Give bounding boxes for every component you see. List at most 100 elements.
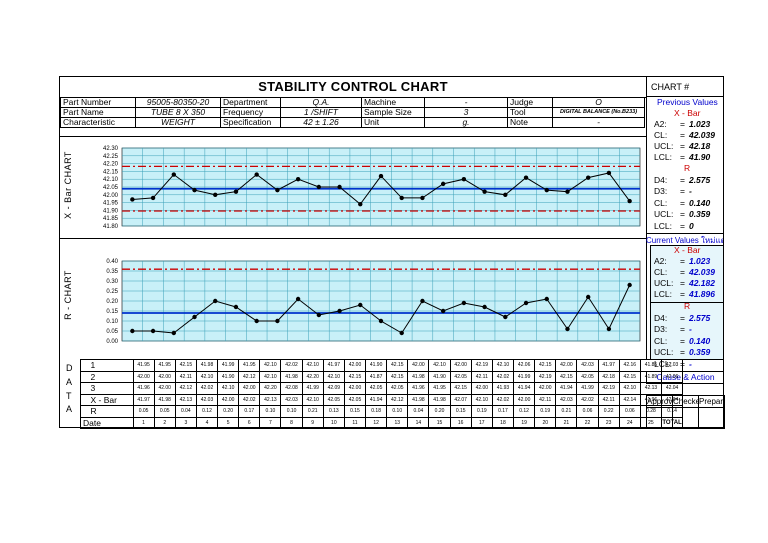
xbar-data-point [150,195,156,201]
table-cell: 14 [407,416,430,429]
xbar-data-point [254,172,259,177]
table-cell: 41.98 [407,370,430,383]
table-cell: 42.03 [195,393,219,406]
cur-d4-row: D4: = 2.575 [654,313,711,323]
current-xbar-box [650,245,724,304]
table-cell: 42.00 [407,359,430,372]
specification-value: 42 ± 1.26 [280,117,362,128]
table-cell: 42.10 [217,382,240,395]
table-cell: 25 [639,416,663,429]
prev-ucl-row: UCL: = 42.18 [654,141,711,151]
table-cell: 2 [153,416,176,429]
table-cell: 41.90 [217,370,240,383]
r-chart: 0.40 0.35 0.30 0.25 0.20 0.15 0.10 0.05 0.00 [106,259,641,345]
table-cell: 42.11 [534,393,557,406]
table-cell: 41.94 [555,382,578,395]
table-cell: 18 [491,416,515,429]
prepared-cell[interactable] [698,407,725,429]
judge-value: O [552,97,645,108]
table-cell: 0.05 [153,405,176,418]
table-cell: 0.04 [407,405,430,418]
xbar-ytick-label: 42.15 [103,169,119,175]
cur-rcl-row: CL: = 0.140 [654,336,711,346]
table-cell: 0.28 [639,405,663,418]
r-data-point [627,282,632,288]
r-ytick-label: 0.15 [106,309,118,315]
table-cell: 42.00 [238,382,261,395]
data-grid: 1 41.95 41.95 42.15 41.98 41.99 41.95 42.10 42.0… [80,359,684,429]
r-data-point [213,298,218,304]
prev-rucl-row: UCL: = 0.359 [654,209,711,219]
table-cell: 0.15 [449,405,472,418]
r-data-point [544,296,549,302]
xbar-data-point [482,189,487,194]
table-cell: 41.98 [407,393,430,406]
cur-cl-row: CL: = 42.039 [654,267,715,277]
table-cell: 42.15 [386,359,409,372]
table-cell: 41.96 [132,382,155,395]
table-cell: 42.19 [470,359,493,372]
table-cell: 0.04 [174,405,197,418]
table-cell: 42.12 [386,393,409,406]
table-row: Date 1 2 3 4 5 6 7 8 9 10 11 12 13 14 15 16 17 18 19 20 21 22 2… [80,416,684,429]
previous-values-header: Previous Values [657,97,718,107]
table-cell: 42.10 [301,393,324,406]
frequency-label: Frequency [220,107,281,118]
table-cell: 23 [597,416,620,429]
r-data-point [440,308,446,314]
table-cell: 42.00 [343,359,367,372]
xbar-data-point [171,172,176,177]
table-cell: 42.10 [259,370,282,383]
table-cell: 42.10 [301,359,324,372]
r-data-point [275,318,280,324]
xbar-data-point [399,195,404,201]
r-data-point [420,298,425,304]
table-cell: 42.12 [238,370,261,383]
table-cell: 0.05 [132,405,155,418]
xbar-data-point [565,189,570,194]
table-cell: 0.12 [195,405,219,418]
r-data-point [192,314,197,320]
table-cell: 42.05 [386,382,409,395]
table-cell: 41.99 [513,370,536,383]
table-cell: 42.13 [639,382,663,395]
table-cell: 42.10 [322,370,345,383]
characteristic-value: WEIGHT [135,117,221,128]
table-cell: 41.95 [238,359,261,372]
unit-label: Unit [361,117,425,128]
table-cell: 42.00 [217,393,240,406]
table-cell: 42.00 [132,370,155,383]
xbar-data-point [378,173,384,179]
table-cell: 41.95 [153,359,176,372]
table-cell: 42.02 [238,393,261,406]
current-values-header: Current Values ใหม่แต [646,236,723,245]
table-cell: 0.18 [365,405,388,418]
r-ytick-label: 0.00 [106,339,118,345]
r-ytick-label: 0.30 [106,279,118,285]
r-data-point [399,330,404,336]
xbar-ytick-label: 41.95 [103,201,119,207]
table-cell: 0.21 [555,405,578,418]
table-cell: 42.15 [534,359,557,372]
row-label: R [80,405,134,418]
table-cell: 42.09 [322,382,345,395]
table-cell: 0.19 [470,405,493,418]
sample-size-label: Sample Size [361,107,425,118]
machine-value: - [424,97,508,108]
table-cell: 7 [259,416,282,429]
table-cell: 42.05 [322,393,345,406]
department-label: Department [220,97,281,108]
table-cell: 5 [217,416,240,429]
table-cell: 15 [428,416,451,429]
xbar-data-point [544,187,549,193]
xbar-ytick-label: 41.80 [103,224,119,230]
table-cell: 42.00 [153,382,176,395]
xbar-ytick-label: 42.10 [103,177,119,183]
table-cell: 42.05 [365,382,388,395]
table-cell: 0.19 [534,405,557,418]
part-number-value: 95005-80350-20 [135,97,221,108]
table-cell: TOTAL [661,416,684,429]
table-cell: 42.14 [618,393,641,406]
xbar-ytick-label: 42.25 [103,154,119,160]
xbar-data-point [275,187,280,193]
